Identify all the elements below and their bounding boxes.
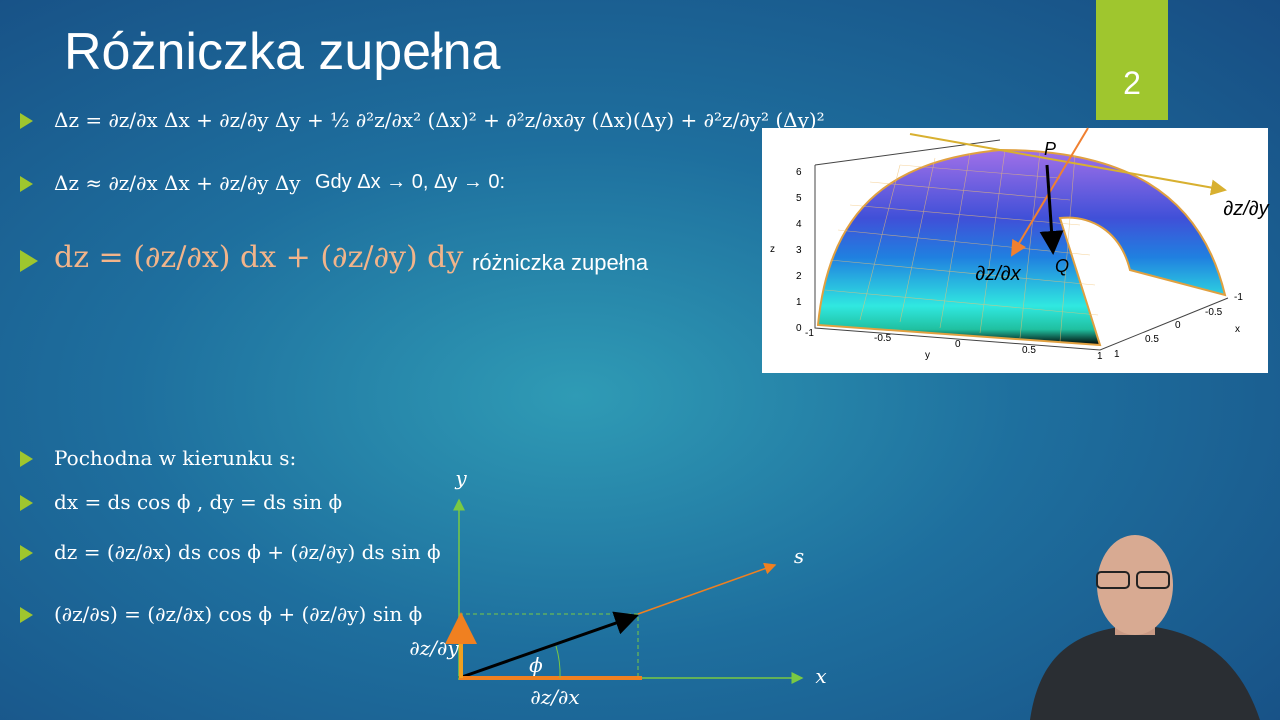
tick-label: 0.5 (1022, 345, 1036, 356)
tick-label: 6 (796, 167, 802, 178)
tick-label: -0.5 (874, 333, 892, 344)
slide-number: 2 (1096, 0, 1168, 120)
surface-grid (824, 149, 1099, 343)
axis-label: z (770, 244, 775, 255)
slide-number-text: 2 (1123, 65, 1141, 101)
formula: Δz ≈ ∂z/∂x Δx + ∂z/∂y Δy (54, 171, 301, 195)
plot-ticks: z y x 0 1 2 3 4 5 6 -1 -0.5 0 0.5 1 -1 -… (770, 167, 1243, 362)
bullet (20, 607, 33, 623)
s-direction (637, 562, 777, 615)
tick-label: 3 (796, 245, 802, 256)
axis-label: y (925, 350, 930, 361)
bullet (20, 250, 38, 272)
tick-label: -0.5 (1205, 307, 1223, 318)
angle-arc (555, 645, 561, 679)
note: różniczka zupełna (472, 250, 649, 275)
formula: Δz = ∂z/∂x Δx + ∂z/∂y Δy + ½ ∂²z/∂x² (Δx… (54, 108, 825, 132)
tick-label: 0 (955, 339, 961, 350)
tick-label: 0 (1175, 320, 1181, 331)
tick-label: 4 (796, 219, 802, 230)
bullet (20, 176, 33, 192)
note: Gdy Δx → 0, Δy → 0: (315, 171, 506, 193)
dz-arrow (1039, 164, 1064, 255)
tick-label: -1 (805, 328, 814, 339)
axis-label: x (1235, 324, 1240, 335)
formula: dx = ds cos ϕ , dy = ds sin ϕ (54, 490, 343, 514)
bullet (20, 495, 33, 511)
diagram-labels: y x s ∂z/∂y ∂z/∂x ϕ (409, 466, 826, 709)
presenter-video (1030, 535, 1260, 720)
derivative-label: ∂z/∂x (975, 263, 1021, 285)
axis-label: y (454, 466, 467, 490)
derivative-label: ∂z/∂y (1223, 198, 1269, 220)
tick-label: 2 (796, 271, 802, 282)
tick-label: 1 (1097, 351, 1103, 362)
tick-label: 0.5 (1145, 334, 1159, 345)
component-label: ∂z/∂y (409, 636, 459, 660)
tick-label: 1 (1114, 349, 1120, 360)
tick-label: -1 (1234, 292, 1243, 303)
point-label: P (1044, 139, 1056, 159)
axis-label: s (794, 544, 804, 568)
ds-vector (458, 611, 639, 680)
tick-label: 5 (796, 193, 802, 204)
formula: dz = (∂z/∂x) ds cos ϕ + (∂z/∂y) ds sin ϕ (54, 540, 441, 564)
bullet (20, 113, 33, 129)
axis-label: x (815, 664, 826, 688)
formula: (∂z/∂s) = (∂z/∂x) cos ϕ + (∂z/∂y) sin ϕ (54, 602, 423, 626)
point-label: Q (1055, 256, 1069, 276)
bullet (20, 545, 33, 561)
text: Pochodna w kierunku s: (54, 446, 297, 470)
bullet (20, 451, 33, 467)
angle-label: ϕ (529, 653, 543, 677)
formula: dz = (∂z/∂x) dx + (∂z/∂y) dy (54, 240, 464, 275)
tick-label: 1 (796, 297, 802, 308)
slide-title: Różniczka zupełna (64, 23, 501, 81)
tick-label: 0 (796, 323, 802, 334)
component-label: ∂z/∂x (530, 685, 579, 709)
